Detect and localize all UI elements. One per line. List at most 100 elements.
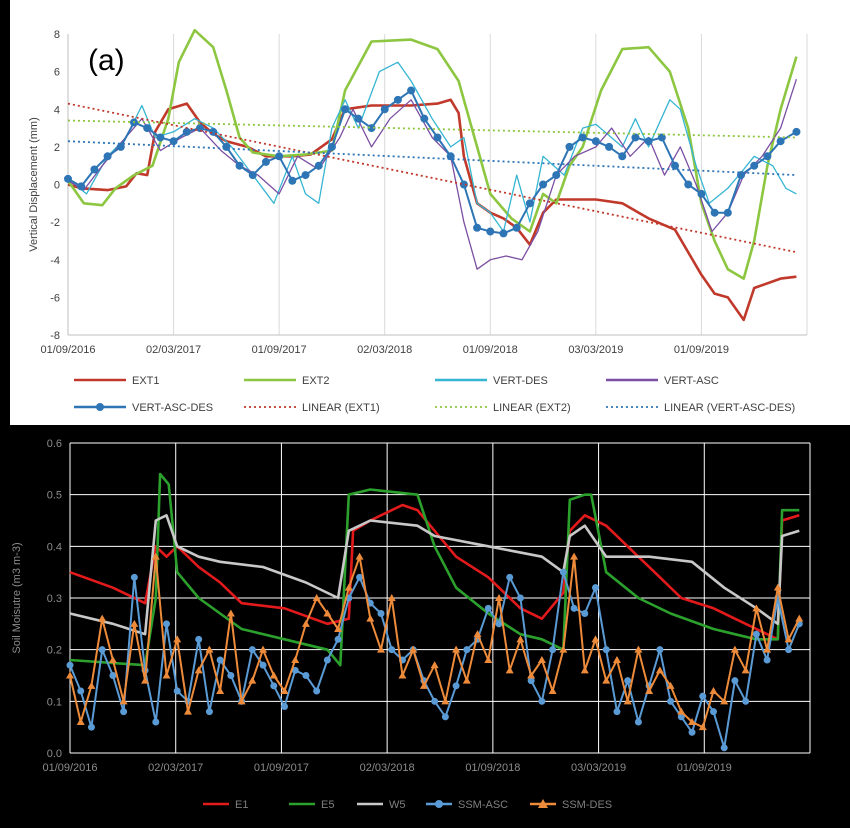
data-point-ssm-asc	[613, 708, 621, 716]
legend-item-linear-ext2-: LINEAR (EXT2)	[435, 402, 571, 414]
legend-item-linear-vert-asc-des-: LINEAR (VERT-ASC-DES)	[606, 402, 795, 414]
data-point-ssm-asc	[195, 635, 203, 643]
legend-item-vert-des: VERT-DES	[435, 375, 548, 387]
data-point-vert-asc-des	[420, 114, 429, 123]
data-point-vert-asc-des	[103, 152, 112, 161]
data-point-vert-asc-des	[222, 142, 231, 151]
data-point-ssm-des	[752, 604, 761, 612]
data-point-ssm-asc	[291, 666, 299, 674]
data-point-ssm-asc	[270, 682, 278, 690]
data-point-vert-asc-des	[499, 229, 508, 238]
data-point-ssm-des	[355, 552, 364, 560]
y-tick-label: 4	[54, 104, 60, 116]
data-point-vert-asc-des	[367, 124, 376, 133]
legend-label: W5	[389, 799, 406, 811]
data-point-ssm-des	[87, 681, 96, 689]
data-point-vert-asc-des	[77, 182, 86, 191]
data-point-ssm-des	[730, 645, 739, 653]
data-point-ssm-des	[248, 676, 257, 684]
legend-item-ssm-des: SSM-DES	[530, 799, 612, 811]
data-point-ssm-des	[151, 552, 160, 560]
data-point-vert-asc-des	[195, 124, 204, 133]
legend-label: E5	[321, 799, 334, 811]
y-tick-label: 0	[54, 180, 60, 192]
data-point-ssm-des	[527, 671, 536, 679]
data-point-ssm-asc	[431, 697, 439, 705]
data-point-ssm-des	[484, 656, 493, 663]
data-point-ssm-des	[334, 625, 343, 632]
data-point-ssm-asc	[516, 594, 524, 602]
y-tick-label: -2	[50, 217, 60, 229]
data-point-ssm-des	[312, 594, 321, 601]
data-point-ssm-des	[323, 609, 332, 617]
data-point-ssm-des	[237, 697, 246, 705]
data-point-ssm-des	[580, 666, 589, 674]
data-point-vert-asc-des	[763, 152, 772, 161]
y-tick-label: 0.6	[47, 438, 62, 450]
data-point-ssm-asc	[495, 620, 503, 628]
data-point-ssm-des	[409, 645, 418, 653]
data-point-ssm-des	[709, 687, 718, 694]
top-chart-panel: -8 -6 -4 -2 0 2 4 6 8 01/09/2016 02/03/2017 01/09/2…	[10, 0, 850, 425]
legend-item-e1: E1	[203, 799, 248, 811]
data-point-vert-asc-des	[605, 142, 614, 151]
data-point-ssm-des	[505, 666, 514, 674]
data-point-ssm-des	[452, 645, 461, 653]
data-point-vert-asc-des	[473, 223, 482, 232]
data-point-ssm-des	[344, 583, 353, 591]
data-point-ssm-des	[130, 619, 139, 627]
x-tick-label: 01/09/2017	[252, 344, 307, 356]
data-point-ssm-des	[516, 635, 525, 643]
data-point-vert-asc-des	[64, 174, 72, 183]
data-point-ssm-des	[441, 697, 450, 705]
panel-label-a: (a)	[88, 44, 125, 77]
x-tick-label: 01/09/2016	[42, 762, 97, 774]
y-tick-label: 0.2	[47, 645, 62, 657]
y-tick-label: 0.3	[47, 593, 62, 605]
data-point-vert-asc-des	[552, 171, 561, 180]
legend-label: VERT-ASC	[664, 375, 719, 387]
y-tick-label: -8	[50, 330, 60, 342]
data-point-vert-asc-des	[750, 161, 759, 170]
data-point-ssm-asc	[785, 646, 793, 654]
x-tick-label: 01/09/2017	[254, 762, 309, 774]
data-point-vert-asc-des	[314, 161, 323, 170]
data-point-ssm-des	[570, 552, 579, 560]
legend-label: EXT1	[132, 375, 160, 387]
data-point-ssm-asc	[570, 604, 578, 612]
data-point-ssm-des	[301, 619, 310, 627]
legend-label: EXT2	[302, 375, 330, 387]
legend-label: E1	[235, 799, 248, 811]
data-point-ssm-des	[398, 671, 407, 679]
y-tick-label: 0.0	[47, 748, 62, 760]
legend-label: LINEAR (VERT-ASC-DES)	[664, 402, 795, 414]
legend-label: SSM-DES	[562, 799, 612, 811]
x-tick-label: 01/09/2019	[677, 762, 732, 774]
data-point-ssm-asc	[163, 620, 171, 628]
legend-item-vert-asc-des: VERT-ASC-DES	[74, 402, 213, 414]
data-point-vert-asc-des	[710, 208, 719, 217]
data-point-vert-asc-des	[657, 133, 666, 142]
legend-marker	[435, 800, 443, 808]
data-point-ssm-des	[108, 656, 117, 663]
data-point-ssm-des	[66, 671, 74, 679]
data-point-ssm-asc	[742, 697, 750, 705]
data-point-ssm-asc	[130, 573, 138, 581]
data-point-ssm-asc	[98, 646, 106, 654]
data-point-vert-asc-des	[248, 171, 257, 180]
series-line-linear-vert-asc-des-	[67, 140, 797, 176]
data-point-vert-asc-des	[539, 180, 548, 189]
data-point-ssm-des	[784, 635, 793, 643]
data-point-ssm-des	[119, 697, 128, 705]
legend-item-linear-ext1-: LINEAR (EXT1)	[244, 402, 380, 414]
data-point-vert-asc-des	[288, 176, 297, 185]
x-tick-label: 01/09/2019	[674, 344, 729, 356]
data-point-ssm-des	[366, 614, 375, 622]
y-tick-label: 0.4	[47, 541, 62, 553]
data-point-ssm-asc	[302, 672, 310, 679]
data-point-ssm-des	[280, 687, 289, 694]
data-point-ssm-des	[548, 687, 557, 694]
data-point-ssm-des	[269, 671, 278, 679]
data-point-vert-asc-des	[792, 127, 801, 136]
data-point-ssm-des	[559, 645, 568, 653]
